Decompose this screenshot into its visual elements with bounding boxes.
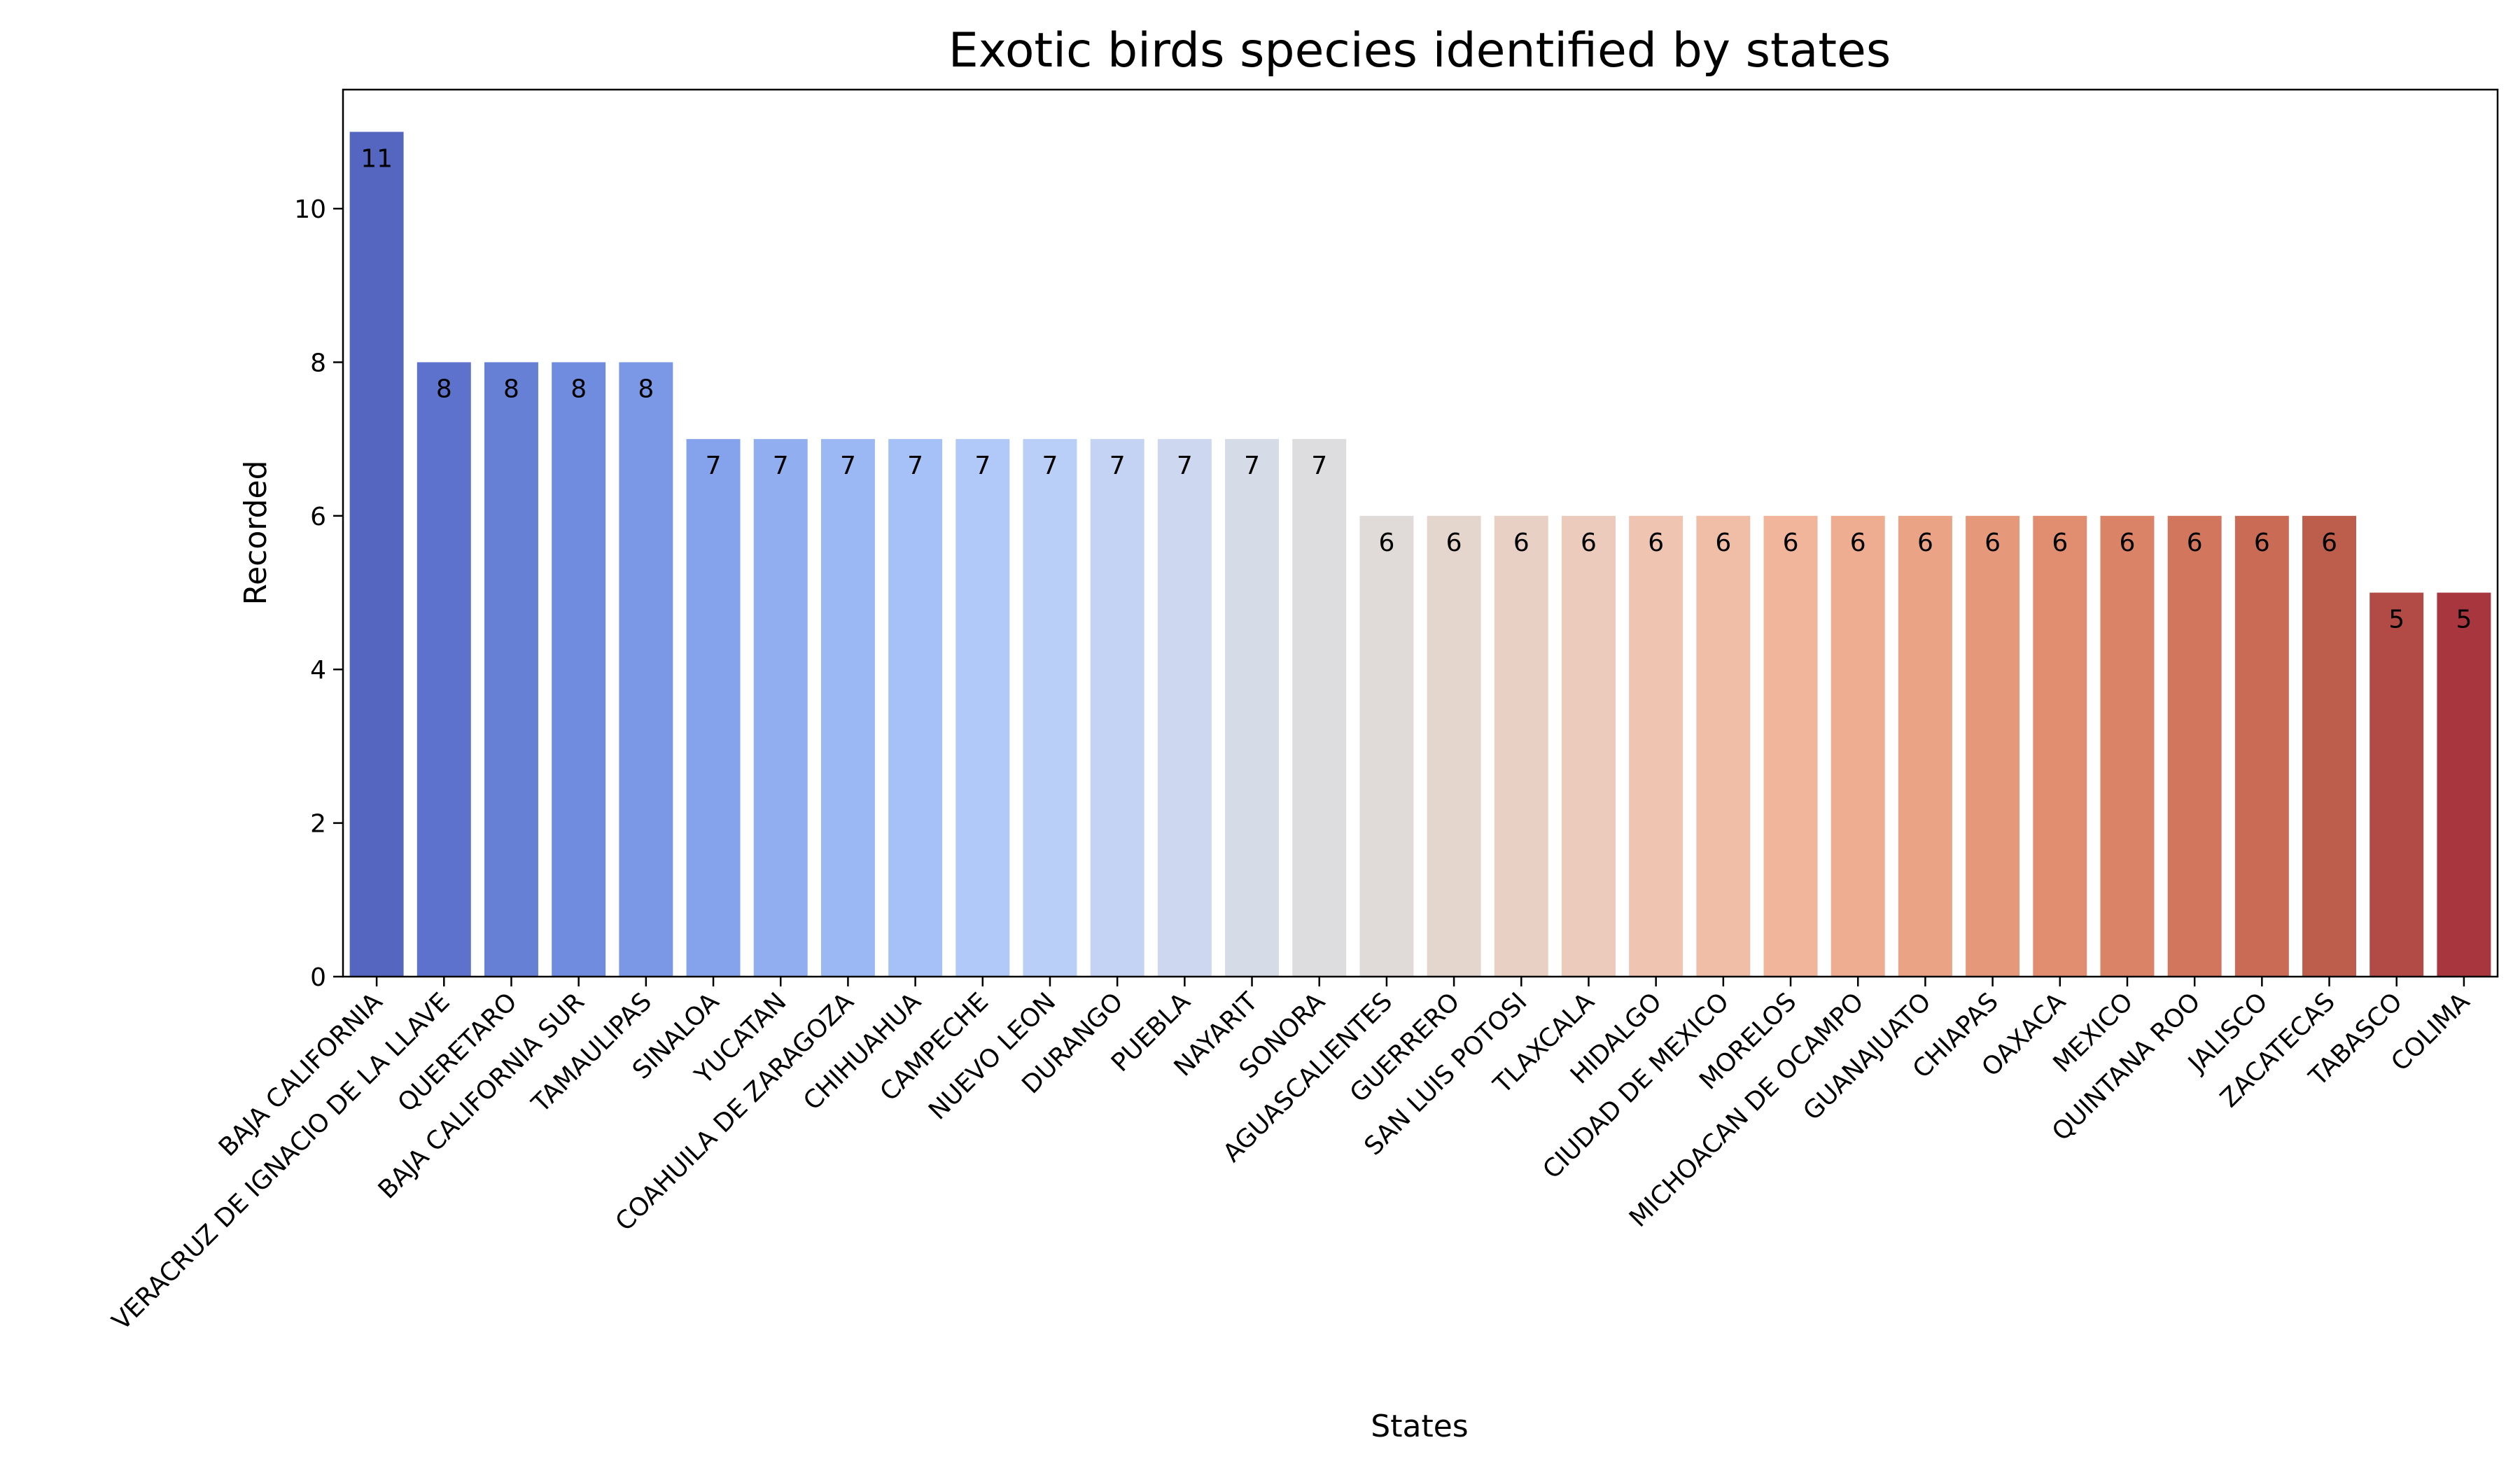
y-tick-label: 6 [310, 503, 326, 531]
bar-value-label: 7 [1110, 452, 1126, 480]
bar [1966, 515, 2020, 977]
bar [1763, 515, 1818, 977]
x-tick-label: CHIHUAHUA [798, 987, 927, 1116]
x-axis-label: States [1371, 1409, 1468, 1444]
bar [1023, 439, 1077, 977]
bar-value-label: 7 [773, 452, 789, 480]
bar [1157, 439, 1212, 977]
bar-value-label: 11 [360, 144, 393, 173]
bar-value-label: 6 [1715, 529, 1731, 557]
bar [955, 439, 1010, 977]
bar-value-label: 6 [1446, 529, 1462, 557]
bar [2167, 515, 2222, 977]
y-tick-label: 8 [310, 349, 326, 377]
bar-value-label: 6 [2187, 529, 2203, 557]
bar-value-label: 5 [2388, 606, 2404, 634]
bar [1090, 439, 1144, 977]
bar [1898, 515, 1952, 977]
y-axis: 0 2 4 6 8 10 [294, 195, 343, 992]
bar-value-label: 6 [2120, 529, 2136, 557]
x-tick-label: QUERETARO [393, 987, 523, 1117]
bar [2370, 592, 2424, 977]
bar [2100, 515, 2155, 977]
bar-value-label: 7 [840, 452, 856, 480]
bar [349, 132, 404, 977]
bar [1292, 439, 1347, 977]
bar-value-label: 6 [2321, 529, 2337, 557]
bar-value-label: 8 [570, 375, 587, 403]
bar-value-label: 6 [1783, 529, 1799, 557]
bar [1225, 439, 1280, 977]
bar-value-label: 5 [2456, 606, 2472, 634]
bar [1359, 515, 1414, 977]
bar-value-label: 6 [1581, 529, 1597, 557]
bar [753, 439, 808, 977]
bar [888, 439, 943, 977]
bar-value-label: 7 [1177, 452, 1193, 480]
bar [1427, 515, 1481, 977]
bar [2234, 515, 2289, 977]
bar [552, 362, 606, 977]
bar-value-label: 6 [1984, 529, 2001, 557]
plot-frame [342, 88, 2499, 978]
bar [1494, 515, 1548, 977]
bar-value-label: 6 [2254, 529, 2270, 557]
bar [2302, 515, 2357, 977]
bar-value-label: 8 [638, 375, 654, 403]
bar [686, 439, 741, 977]
x-tick-label: TAMAULIPAS [526, 987, 658, 1119]
bar [1561, 515, 1616, 977]
bar-value-label: 6 [1648, 529, 1664, 557]
bar-value-label: 6 [1513, 529, 1530, 557]
bar-value-label: 7 [1244, 452, 1260, 480]
bars [349, 132, 2491, 977]
bar-value-label: 7 [1311, 452, 1327, 480]
bar-value-label: 7 [706, 452, 722, 480]
chart-title: Exotic birds species identified by state… [948, 23, 1891, 78]
bar [619, 362, 673, 977]
bar-value-label: 6 [2052, 529, 2068, 557]
bar [2437, 592, 2491, 977]
y-tick-label: 2 [310, 810, 326, 839]
bar [1696, 515, 1751, 977]
bar-value-label: 7 [907, 452, 923, 480]
bar-value-label: 7 [1042, 452, 1058, 480]
bar [2033, 515, 2087, 977]
bar-value-label: 6 [1378, 529, 1394, 557]
bar-value-label: 6 [1850, 529, 1866, 557]
y-tick-label: 4 [310, 656, 326, 685]
y-axis-label: Recorded [238, 460, 274, 605]
bar-value-label: 8 [436, 375, 452, 403]
bar [484, 362, 538, 977]
bar-value-label: 8 [503, 375, 519, 403]
data-labels: 11 8 8 8 8 7 7 7 7 7 7 7 7 7 7 6 6 6 6 6 6 6 6 6 6 6 6 6 6 6 5 5 [360, 144, 2472, 634]
bar [416, 362, 471, 977]
bar-value-label: 6 [1917, 529, 1933, 557]
bar [1830, 515, 1885, 977]
y-tick-label: 10 [294, 195, 326, 224]
bar [820, 439, 875, 977]
bar [1629, 515, 1684, 977]
bar-value-label: 7 [974, 452, 990, 480]
y-tick-label: 0 [310, 963, 326, 992]
